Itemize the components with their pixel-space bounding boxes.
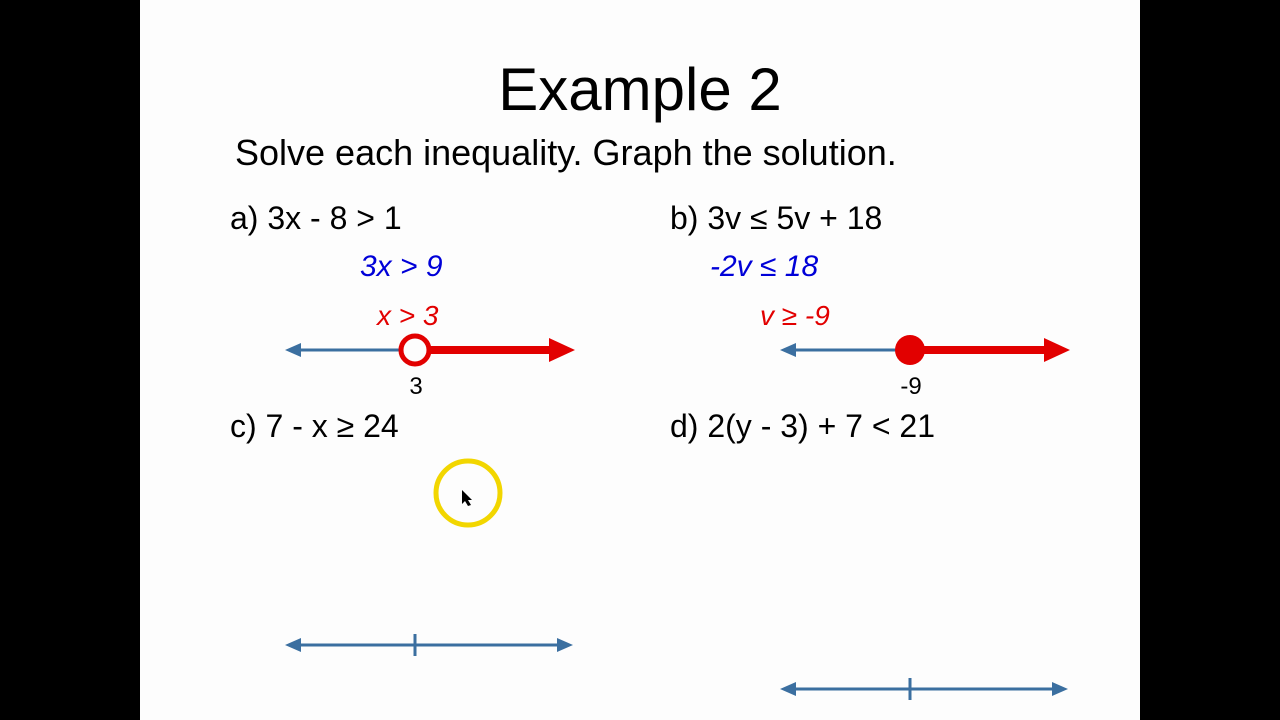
problem-b-step2: v ≥ -9 xyxy=(760,300,830,332)
cursor-icon xyxy=(462,490,476,508)
slide: Example 2 Solve each inequality. Graph t… xyxy=(140,0,1140,720)
number-line-d xyxy=(780,676,1070,706)
problem-b: b) 3v ≤ 5v + 18 xyxy=(670,200,882,237)
problem-a-step1: 3x > 9 xyxy=(360,250,443,284)
problem-a: a) 3x - 8 > 1 xyxy=(230,200,402,237)
title: Example 2 xyxy=(140,55,1140,124)
subtitle: Solve each inequality. Graph the solutio… xyxy=(235,132,897,174)
number-line-c xyxy=(285,632,575,662)
problem-a-step2: x > 3 xyxy=(377,300,438,332)
number-line-b xyxy=(780,335,1070,375)
tick-label-b: -9 xyxy=(893,373,929,401)
tick-label-a: 3 xyxy=(404,373,428,401)
problem-b-step1: -2v ≤ 18 xyxy=(710,250,818,284)
problem-c: c) 7 - x ≥ 24 xyxy=(230,408,399,445)
problem-d: d) 2(y - 3) + 7 < 21 xyxy=(670,408,935,445)
number-line-a xyxy=(285,335,575,375)
